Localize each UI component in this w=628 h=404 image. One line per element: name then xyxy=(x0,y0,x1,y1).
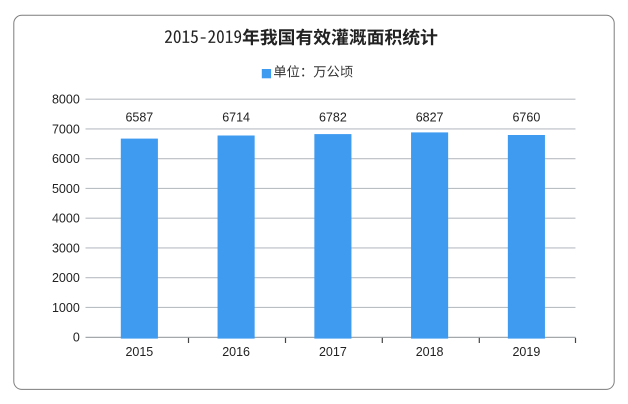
svg-text:6000: 6000 xyxy=(52,152,80,166)
svg-text:6782: 6782 xyxy=(319,111,347,125)
svg-text:2000: 2000 xyxy=(52,271,80,285)
svg-text:6760: 6760 xyxy=(512,111,540,125)
svg-text:7000: 7000 xyxy=(52,122,80,136)
svg-text:4000: 4000 xyxy=(52,212,80,226)
svg-text:8000: 8000 xyxy=(52,93,80,107)
svg-text:6827: 6827 xyxy=(416,111,444,125)
svg-text:6587: 6587 xyxy=(125,111,153,125)
svg-text:2019: 2019 xyxy=(512,345,540,359)
svg-text:0: 0 xyxy=(73,331,80,345)
svg-text:1000: 1000 xyxy=(52,301,80,315)
svg-text:5000: 5000 xyxy=(52,182,80,196)
svg-text:3000: 3000 xyxy=(52,241,80,255)
svg-text:2016: 2016 xyxy=(222,345,250,359)
svg-text:2017: 2017 xyxy=(319,345,347,359)
svg-text:2015: 2015 xyxy=(125,345,153,359)
svg-text:6714: 6714 xyxy=(222,111,250,125)
svg-text:2018: 2018 xyxy=(416,345,444,359)
